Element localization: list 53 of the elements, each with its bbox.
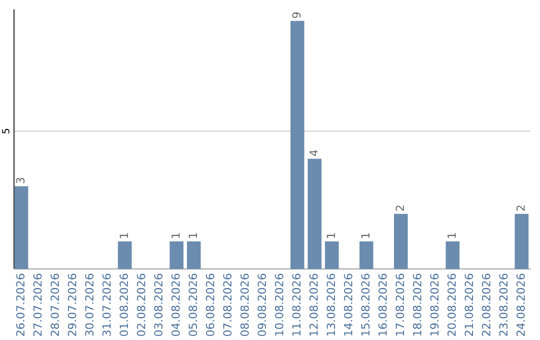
data-label: 4 [310, 150, 318, 156]
x-tick-label: 11.08.2026 [292, 274, 301, 336]
bar [308, 158, 322, 269]
x-tick-label: 24.08.2026 [516, 274, 525, 336]
x-tick-label: 03.08.2026 [154, 274, 163, 336]
x-tick-label: 23.08.2026 [499, 274, 508, 336]
y-tick-label: 5 [2, 128, 10, 134]
x-tick-label: 13.08.2026 [326, 274, 336, 336]
bar [186, 241, 201, 269]
data-label: 1 [172, 233, 180, 238]
x-tick-label: 27.07.2026 [33, 274, 42, 336]
x-tick-label: 22.08.2026 [482, 274, 490, 336]
bar [118, 241, 132, 269]
x-tick-label: 06.08.2026 [206, 274, 214, 336]
x-tick-label: 12.08.2026 [309, 274, 318, 336]
data-label: 1 [120, 233, 128, 238]
x-tick-label: 05.08.2026 [188, 274, 198, 336]
data-label: 9 [292, 12, 301, 18]
x-tick-label: 10.08.2026 [274, 274, 284, 336]
x-tick-label: 01.08.2026 [120, 274, 128, 336]
x-tick-label: 04.08.2026 [171, 274, 180, 336]
x-tick-label: 21.08.2026 [464, 274, 474, 336]
x-tick-label: 15.08.2026 [361, 274, 370, 336]
bar [324, 241, 339, 269]
bar [290, 20, 304, 269]
bar [514, 214, 529, 269]
x-tick-label: 02.08.2026 [136, 274, 146, 336]
bar [14, 186, 28, 269]
data-label: 1 [448, 233, 456, 238]
x-tick-label: 09.08.2026 [258, 274, 266, 336]
x-tick-label: 18.08.2026 [412, 274, 422, 336]
x-tick-label: 20.08.2026 [447, 274, 456, 336]
bar [446, 241, 460, 269]
data-label: 1 [361, 233, 370, 238]
x-tick-label: 31.07.2026 [102, 274, 111, 336]
data-label: 1 [326, 233, 335, 238]
data-label: 2 [516, 206, 525, 211]
data-label: 2 [396, 206, 404, 211]
bar [394, 214, 408, 269]
x-tick-label: 14.08.2026 [344, 274, 352, 336]
x-tick-label: 07.08.2026 [223, 274, 232, 336]
data-label: 3 [16, 178, 25, 184]
data-label: 1 [188, 233, 197, 238]
x-tick-label: 28.07.2026 [50, 274, 60, 336]
x-tick-label: 29.07.2026 [68, 274, 76, 336]
bar [170, 241, 184, 269]
x-tick-label: 16.08.2026 [378, 274, 387, 336]
bar [359, 241, 374, 269]
x-tick-label: 26.07.2026 [16, 274, 25, 336]
x-tick-label: 30.07.2026 [85, 274, 94, 336]
x-tick-label: 08.08.2026 [240, 274, 249, 336]
x-tick-label: 17.08.2026 [396, 274, 404, 336]
x-tick-label: 19.08.2026 [430, 274, 439, 336]
